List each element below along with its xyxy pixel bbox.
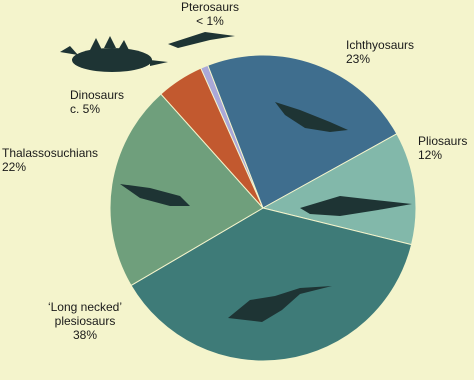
pie-slice: [207, 54, 398, 209]
value-label: 23%: [346, 52, 371, 66]
value-label: < 1%: [196, 14, 224, 28]
slice-label: Thalassosuchians 22%: [2, 146, 102, 174]
value-label: 22%: [2, 160, 27, 174]
slice-label: Ichthyosaurs 23%: [346, 38, 436, 66]
ichthyosaur-silhouette: [275, 102, 348, 132]
pie-slice: [160, 67, 264, 209]
category-label: Pliosaurs: [418, 134, 468, 148]
slice-label: Pliosaurs 12%: [418, 134, 474, 162]
silhouettes: [60, 32, 412, 322]
slices: [109, 54, 417, 362]
value-label: c. 5%: [70, 102, 101, 116]
value-label: 38%: [72, 328, 98, 342]
thalassosuchian-silhouette: [120, 184, 190, 206]
slice-label: Pterosaurs < 1%: [178, 0, 242, 28]
slice-label: Dinosaurs c. 5%: [70, 88, 140, 116]
slice-label: ‘Long necked’ plesiosaurs 38%: [30, 300, 140, 342]
category-label: ‘Long necked’ plesiosaurs: [47, 300, 123, 328]
category-label: Ichthyosaurs: [346, 38, 415, 52]
value-label: 12%: [418, 148, 443, 162]
category-label: Dinosaurs: [70, 88, 125, 102]
dinosaur-silhouette: [72, 48, 152, 72]
plesiosaur-silhouette: [228, 286, 332, 322]
pliosaur-silhouette: [300, 196, 412, 216]
pterosaur-silhouette: [168, 32, 235, 48]
pie-slice: [130, 207, 413, 362]
category-label: Pterosaurs: [180, 0, 240, 14]
dinosaur-plates: [60, 36, 168, 66]
category-label: Thalassosuchians: [2, 146, 99, 160]
pie-slice: [109, 93, 264, 287]
